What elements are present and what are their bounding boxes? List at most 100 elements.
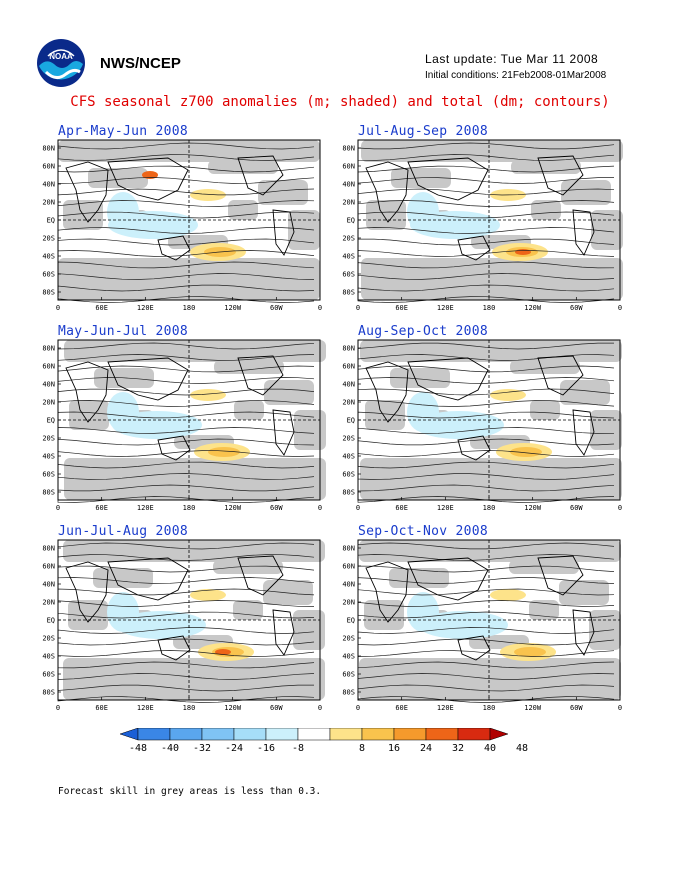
height-contour	[357, 661, 615, 669]
low-skill-area	[264, 380, 314, 405]
lat-tick-label: 40N	[342, 181, 355, 189]
height-contour	[357, 600, 615, 607]
height-contour	[57, 296, 315, 303]
height-contour	[357, 177, 614, 184]
coastline	[237, 555, 284, 596]
lon-tick-label: 0	[318, 304, 322, 312]
height-contour	[357, 565, 615, 573]
height-contour	[357, 377, 615, 384]
low-skill-area	[510, 360, 580, 374]
lat-tick-label: 40N	[342, 581, 355, 589]
low-skill-area	[509, 560, 579, 574]
coastline	[272, 409, 295, 456]
lon-tick-label: 180	[483, 504, 496, 512]
lat-tick-label: 60N	[42, 363, 55, 371]
lon-tick-label: 60E	[395, 304, 408, 312]
map-frame	[357, 339, 622, 503]
height-contour	[57, 227, 315, 234]
height-contour	[57, 450, 315, 457]
lat-tick-label: 80N	[342, 345, 355, 353]
colorbar-swatch	[169, 728, 203, 741]
negative-anomaly	[407, 592, 439, 632]
lon-tick-label: 120E	[437, 304, 454, 312]
coastline	[237, 155, 284, 196]
height-contour	[57, 261, 315, 269]
lon-tick-label: 0	[56, 304, 60, 312]
lon-tick-label: 120W	[524, 304, 542, 312]
height-contour	[357, 142, 615, 150]
height-contour	[57, 250, 315, 257]
color-bar: -48 -40 -32 -24 -16 -8 8 16 24 32 40 48	[120, 728, 528, 752]
lat-tick-label: 40N	[42, 381, 55, 389]
colorbar-swatch	[457, 728, 491, 741]
lon-tick-label: 60E	[95, 304, 108, 312]
height-contour	[357, 577, 615, 584]
map-frame	[57, 539, 325, 703]
height-contour	[357, 227, 615, 234]
height-contour	[357, 438, 615, 446]
low-skill-area	[561, 180, 611, 205]
lon-tick-label: 120W	[524, 504, 542, 512]
height-contour	[357, 238, 615, 246]
low-skill-area	[530, 400, 560, 420]
height-contour	[357, 696, 615, 703]
lat-tick-label: 60S	[42, 471, 55, 479]
colorbar-label: -24	[225, 743, 243, 752]
lat-tick-label: EQ	[47, 617, 55, 625]
lat-tick-label: 60S	[342, 671, 355, 679]
map-panel: Jul-Aug-Sep 2008 80N 60N 40N 20N EQ 20S 40S 60S…	[342, 124, 658, 312]
height-contour	[57, 411, 315, 419]
low-skill-area	[63, 658, 325, 700]
negative-anomaly	[418, 611, 508, 639]
height-contour	[57, 473, 315, 480]
height-contour	[57, 427, 315, 434]
coastline	[65, 161, 109, 223]
coastline	[365, 561, 409, 623]
negative-anomaly	[107, 592, 139, 632]
height-contour	[57, 165, 315, 173]
coastline	[537, 155, 584, 196]
height-contour	[57, 377, 315, 384]
lon-tick-label: 60E	[95, 704, 108, 712]
logo-text: NOAA	[49, 52, 73, 61]
height-contour	[57, 211, 315, 219]
height-contour	[57, 588, 315, 596]
low-skill-area	[360, 458, 622, 500]
coastline	[65, 561, 109, 623]
coastline	[572, 209, 595, 256]
lat-tick-label: 60N	[342, 163, 355, 171]
low-skill-area	[69, 400, 109, 430]
low-skill-area	[366, 200, 406, 230]
height-contour	[57, 696, 315, 703]
colorbar-label: 48	[516, 743, 528, 752]
height-contour	[357, 484, 615, 492]
height-contour	[57, 577, 315, 584]
lat-tick-label: 80S	[42, 489, 55, 497]
colorbar-label: 8	[359, 743, 365, 752]
last-update: Last update: Tue Mar 11 2008	[425, 52, 599, 66]
height-contour	[357, 611, 615, 619]
lon-tick-label: 180	[483, 304, 496, 312]
lat-tick-label: 40N	[42, 181, 55, 189]
panel-title: Apr-May-Jun 2008	[58, 124, 189, 139]
low-skill-area	[214, 360, 284, 374]
lat-tick-label: 40S	[342, 453, 355, 461]
lat-tick-label: EQ	[347, 217, 355, 225]
lon-tick-label: 180	[183, 304, 196, 312]
height-contour	[357, 200, 615, 207]
lat-tick-label: 20S	[342, 635, 355, 643]
colorbar-label: -40	[161, 743, 179, 752]
colorbar-label: 40	[484, 743, 496, 752]
lat-tick-label: 20S	[42, 435, 55, 443]
height-contour	[57, 342, 315, 350]
height-contour	[357, 638, 615, 646]
low-skill-area	[233, 600, 263, 620]
height-contour	[57, 673, 315, 680]
panel-title: Aug-Sep-Oct 2008	[358, 324, 489, 339]
height-contour	[357, 684, 615, 692]
coastline	[237, 355, 284, 396]
coastline	[407, 557, 489, 601]
lat-tick-label: 40N	[42, 581, 55, 589]
map-panel: May-Jun-Jul 2008 80N 60N 40N 20N EQ 20S 40S 60S…	[42, 324, 358, 512]
